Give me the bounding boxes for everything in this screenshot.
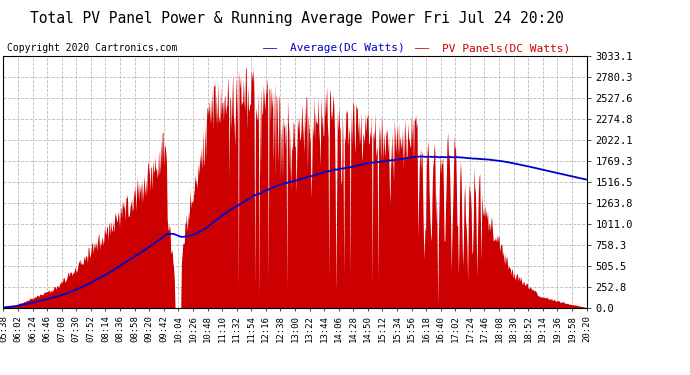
Text: Copyright 2020 Cartronics.com: Copyright 2020 Cartronics.com: [7, 43, 177, 53]
Text: ───: ───: [262, 43, 277, 52]
Text: Average(DC Watts): Average(DC Watts): [290, 43, 404, 53]
Text: Total PV Panel Power & Running Average Power Fri Jul 24 20:20: Total PV Panel Power & Running Average P…: [30, 11, 564, 26]
Text: PV Panels(DC Watts): PV Panels(DC Watts): [442, 43, 570, 53]
Text: ───: ───: [414, 43, 429, 52]
